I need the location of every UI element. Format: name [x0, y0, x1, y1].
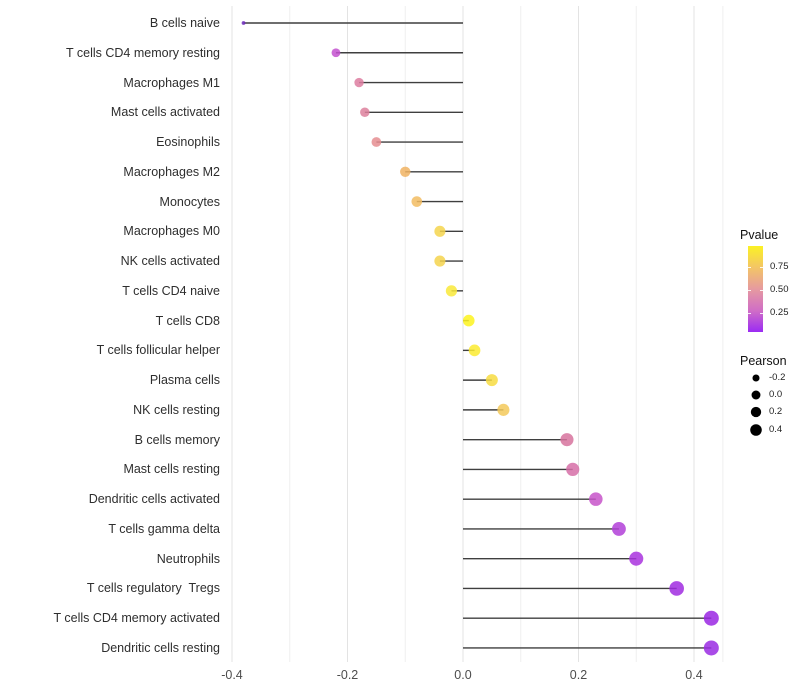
category-label: T cells regulatory Tregs — [86, 581, 220, 596]
lollipop-dot — [468, 344, 481, 357]
pvalue-legend-tick-mark — [748, 290, 751, 291]
pvalue-legend-tick-mark — [760, 267, 763, 268]
pvalue-legend-tick-label: 0.50 — [770, 284, 789, 295]
category-label: Dendritic cells resting — [101, 640, 220, 655]
category-label: T cells CD8 — [155, 313, 220, 328]
category-label: Plasma cells — [149, 373, 220, 388]
lollipop-dot — [703, 610, 719, 626]
category-label: Monocytes — [159, 194, 220, 209]
category-label: Eosinophils — [156, 135, 220, 150]
category-label: T cells gamma delta — [108, 521, 220, 536]
lollipop-dot — [445, 285, 458, 297]
lollipop-dot — [566, 462, 580, 476]
lollipop-dot — [612, 522, 626, 536]
lollipop-dot — [629, 551, 644, 566]
pvalue-legend-tick-mark — [760, 290, 763, 291]
category-label: T cells CD4 naive — [122, 283, 220, 298]
pvalue-legend-title: Pvalue — [740, 228, 779, 242]
category-label: T cells CD4 memory resting — [66, 45, 220, 60]
lollipop-dot — [360, 107, 370, 118]
pvalue-legend-tick-mark — [748, 313, 751, 314]
lollipop-dot — [669, 581, 684, 596]
lollipop-dot — [560, 433, 574, 447]
lollipop-dot — [411, 196, 423, 207]
category-label: Neutrophils — [156, 551, 220, 566]
category-label: T cells follicular helper — [96, 343, 220, 358]
category-label: Dendritic cells activated — [88, 492, 220, 507]
category-label: B cells memory — [134, 432, 220, 447]
lollipop-dot — [331, 48, 341, 58]
lollipop-dot — [462, 314, 475, 327]
category-label: B cells naive — [149, 16, 220, 30]
x-axis-tick-label: 0.4 — [685, 668, 703, 682]
category-label: Macrophages M1 — [123, 75, 220, 90]
pearson-legend-size-label: 0.2 — [769, 406, 783, 417]
category-label: Macrophages M2 — [123, 164, 220, 179]
category-label: Mast cells resting — [123, 462, 220, 477]
x-axis-tick-label: 0.2 — [569, 668, 588, 682]
lollipop-dot — [589, 492, 603, 506]
pvalue-legend-tick-mark — [748, 267, 751, 268]
x-axis-tick-label: 0.0 — [454, 668, 472, 682]
pvalue-legend-tick-label: 0.25 — [770, 307, 789, 318]
pearson-legend-size-label: 0.0 — [769, 389, 783, 400]
lollipop-dot — [703, 640, 719, 656]
lollipop-dot — [371, 137, 382, 147]
pearson-legend-title: Pearson — [740, 354, 787, 368]
lollipop-dot — [241, 21, 246, 25]
x-axis-tick-label: -0.2 — [336, 668, 359, 682]
lollipop-dot — [354, 77, 364, 88]
x-axis-tick-label: -0.4 — [221, 668, 243, 682]
pvalue-legend-tick-mark — [760, 313, 763, 314]
lollipop-dot — [434, 225, 446, 237]
pearson-legend-size-label: 0.4 — [769, 424, 783, 435]
pvalue-legend-tick-label: 0.75 — [770, 261, 789, 272]
lollipop-dot — [485, 374, 498, 387]
category-label: NK cells activated — [120, 254, 220, 269]
lollipop-dot — [434, 255, 446, 267]
lollipop-dot — [400, 166, 411, 177]
category-label: Mast cells activated — [110, 105, 220, 120]
category-label: Macrophages M0 — [123, 224, 220, 239]
lollipop-dot — [497, 403, 510, 416]
category-label: T cells CD4 memory activated — [53, 611, 221, 626]
pvalue-gradient-bar — [748, 246, 763, 332]
pearson-legend-size-label: -0.2 — [769, 372, 786, 383]
category-label: NK cells resting — [133, 402, 220, 417]
